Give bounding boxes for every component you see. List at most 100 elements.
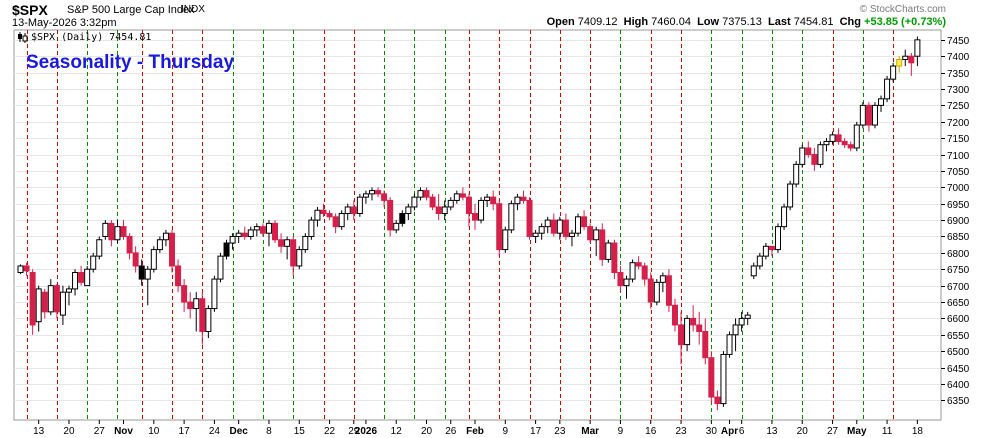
candle (659, 272, 666, 293)
candle-body (562, 219, 569, 237)
candle (896, 56, 903, 73)
candle-body (738, 317, 745, 326)
x-tick-label: 13 (766, 426, 778, 437)
x-tick-label: 15 (294, 426, 306, 437)
candle (884, 75, 891, 103)
x-tick-label: 26 (445, 426, 457, 437)
candle (84, 265, 91, 287)
candle-body (187, 301, 194, 310)
candle (623, 275, 630, 299)
candle (102, 220, 109, 240)
candle-body (78, 272, 85, 283)
candle-body (647, 278, 654, 303)
legend: $SPX (Daily) 7454.81 (18, 32, 151, 43)
candle (799, 144, 806, 168)
candle-body (787, 183, 794, 208)
candle (429, 193, 436, 211)
candle-body (720, 353, 727, 405)
candle (465, 193, 472, 227)
candle-body (290, 239, 297, 267)
candle-body (611, 242, 618, 274)
candle-body (114, 226, 121, 241)
chg-label: Chg (839, 16, 861, 28)
y-tick-label: 7000 (947, 183, 970, 194)
candle (241, 226, 248, 240)
candle-body (175, 265, 182, 287)
candle (162, 229, 169, 247)
candle (59, 285, 66, 325)
candle (393, 220, 400, 234)
candle-body (253, 226, 260, 231)
x-tick-label: 20 (421, 426, 433, 437)
candle (47, 279, 54, 316)
candle (411, 193, 418, 211)
candle (653, 279, 660, 306)
candle (538, 223, 545, 240)
candle-body (459, 193, 466, 198)
candle-body (108, 222, 115, 241)
candle-body (902, 55, 909, 60)
candle (671, 298, 678, 332)
candle (144, 265, 151, 306)
candle (641, 262, 648, 286)
candle (890, 62, 897, 83)
candle-body (429, 196, 436, 208)
candle-body (211, 278, 218, 310)
candle (611, 239, 618, 280)
candle (865, 102, 872, 132)
candle (756, 252, 763, 270)
candle (417, 187, 424, 201)
candle-body (799, 147, 806, 165)
candle-body (472, 213, 478, 221)
candle-body (671, 304, 678, 326)
candle-body (811, 154, 818, 165)
x-tick-label: 20 (63, 426, 75, 437)
candle (720, 351, 727, 407)
candle-body (684, 317, 691, 346)
candle-body (823, 140, 830, 146)
candle (308, 216, 315, 240)
candle-body (126, 235, 133, 254)
candle-body (702, 331, 709, 359)
candle (472, 203, 478, 230)
candle-body (102, 222, 109, 237)
candle-body (53, 285, 60, 313)
x-tick-label: 20 (797, 426, 809, 437)
candle-body (914, 39, 921, 57)
candle-body (544, 219, 551, 228)
candle (356, 193, 363, 217)
x-tick-label: 10 (148, 426, 160, 437)
candle-body (320, 209, 327, 215)
x-tick-label: Apr (721, 426, 738, 437)
candle-body (750, 265, 757, 277)
candle (138, 259, 145, 286)
x-tick-label: 24 (209, 426, 221, 437)
candle-body (871, 104, 878, 126)
candle (514, 193, 521, 211)
candle-body (829, 134, 836, 142)
candle-body (708, 357, 715, 398)
y-tick-label: 6950 (947, 200, 970, 211)
candle (453, 190, 460, 204)
candle (829, 131, 836, 145)
candle-body (556, 219, 563, 234)
y-tick-label: 6800 (947, 249, 970, 260)
candle (338, 210, 345, 230)
x-tick-label: 17 (530, 426, 542, 437)
candle (223, 239, 230, 260)
candle (459, 187, 466, 201)
candle-body (732, 324, 739, 336)
candle-body (605, 242, 612, 260)
x-tick-label: 29 (348, 426, 360, 437)
candle (599, 223, 606, 266)
candle-body (308, 219, 315, 237)
candle-body (478, 199, 485, 221)
candle (811, 147, 818, 171)
open-label: Open (546, 16, 575, 28)
candle-body (617, 272, 624, 287)
candle (484, 193, 491, 207)
candle-body (659, 275, 666, 283)
candle-body (247, 229, 254, 237)
candle (520, 190, 527, 204)
candle (314, 206, 321, 227)
